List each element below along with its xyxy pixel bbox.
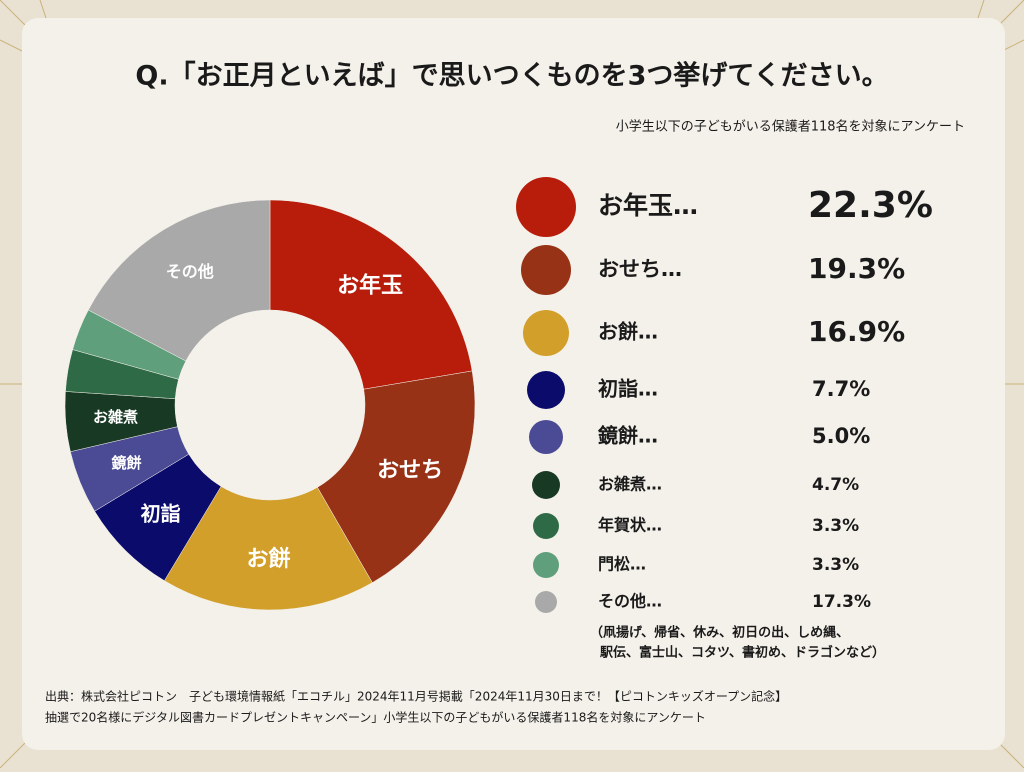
legend-marker xyxy=(527,371,565,409)
slice-label: お雑煮 xyxy=(93,408,138,426)
legend-label: お餅… xyxy=(598,320,658,344)
value-label: 7.7% xyxy=(812,377,870,401)
legend-marker xyxy=(533,552,559,578)
value-label: 22.3% xyxy=(808,185,933,226)
slice-label: お餅 xyxy=(247,546,291,572)
legend-label: お雑煮… xyxy=(598,475,662,494)
legend-marker xyxy=(532,471,560,499)
value-label: 3.3% xyxy=(812,555,859,575)
slice xyxy=(87,199,271,362)
legend-marker xyxy=(521,245,571,295)
value-label: 17.3% xyxy=(812,592,871,612)
legend-label: その他… xyxy=(598,592,662,611)
legend-marker xyxy=(529,420,563,454)
slice xyxy=(317,370,476,583)
legend-marker xyxy=(535,591,557,613)
note: 駅伝、富士山、コタツ、書初め、ドラゴンなど） xyxy=(599,645,885,661)
legend-marker xyxy=(516,177,576,237)
slice-label: 鏡餅 xyxy=(111,454,141,472)
value-label: 4.7% xyxy=(812,475,859,495)
slice xyxy=(269,199,473,390)
slice-label: 初詣 xyxy=(141,501,181,525)
legend-label: お年玉… xyxy=(598,191,698,220)
legend-label: 初詣… xyxy=(598,377,658,401)
source: 出典：株式会社ピコトン 子ども環境情報紙「エコチル」2024年11月号掲載「20… xyxy=(45,689,787,704)
legend-label: 門松… xyxy=(598,555,646,574)
chart-title: Q.「お正月といえば」で思いつくものを3つ挙げてください。 xyxy=(135,60,888,92)
legend-marker xyxy=(533,513,559,539)
legend-label: 年賀状… xyxy=(598,516,662,535)
slice-label: その他 xyxy=(166,262,214,281)
slice-label: おせち xyxy=(377,458,443,483)
note: （凧揚げ、帰省、休み、初日の出、しめ縄、 xyxy=(590,625,849,641)
slice xyxy=(164,486,373,611)
source: 抽選で20名様にデジタル図書カードプレゼントキャンペーン」小学生以下の子どもがい… xyxy=(45,710,706,725)
legend-label: おせち… xyxy=(598,257,682,281)
subtitle: 小学生以下の子どもがいる保護者118名を対象にアンケート xyxy=(616,119,965,135)
legend-marker xyxy=(523,310,569,356)
slice-label: お年玉 xyxy=(337,273,403,299)
value-label: 3.3% xyxy=(812,516,859,536)
value-label: 16.9% xyxy=(808,315,905,348)
legend-label: 鏡餅… xyxy=(598,424,658,448)
value-label: 5.0% xyxy=(812,424,870,448)
value-label: 19.3% xyxy=(808,252,905,285)
